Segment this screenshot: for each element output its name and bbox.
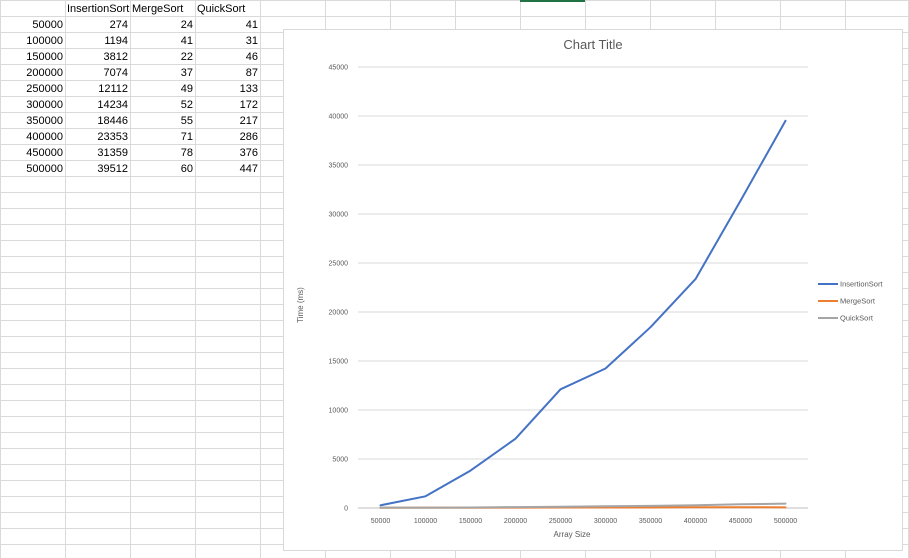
column-gridline <box>65 0 66 558</box>
table-cell[interactable]: 1194 <box>104 35 128 47</box>
active-column-marker <box>520 0 585 2</box>
table-cell[interactable]: 133 <box>239 83 258 95</box>
x-axis-label: Array Size <box>554 530 591 539</box>
series-line-insertionsort[interactable] <box>379 119 787 507</box>
table-cell[interactable]: 200000 <box>26 67 63 79</box>
x-axis-ticks: 50000 100000 150000 200000 250000 300000 35000… <box>371 518 798 525</box>
table-cell[interactable]: 87 <box>245 67 258 79</box>
column-gridline <box>130 0 131 558</box>
x-tick-label: 400000 <box>684 518 707 525</box>
y-tick-label: 40000 <box>329 114 349 121</box>
table-cell[interactable]: 500000 <box>26 163 63 175</box>
column-gridline <box>0 0 1 558</box>
table-cell[interactable]: 41 <box>180 35 193 47</box>
table-cell[interactable]: 376 <box>239 147 258 159</box>
table-cell[interactable]: 55 <box>180 115 193 127</box>
series-line-quicksort[interactable] <box>379 502 787 509</box>
chart-canvas: Chart Title 0 5000 10000 15000 20000 25000 300… <box>296 37 883 539</box>
table-cell[interactable]: 50000 <box>32 19 63 31</box>
x-tick-label: 300000 <box>594 518 617 525</box>
table-cell[interactable]: 14234 <box>97 99 128 111</box>
x-tick-label: 50000 <box>371 518 391 525</box>
chart-gridlines <box>358 66 808 509</box>
y-tick-label: 45000 <box>329 65 349 72</box>
row-gridline <box>0 16 909 17</box>
legend-entry[interactable]: MergeSort <box>840 297 876 306</box>
table-cell[interactable]: 286 <box>239 131 258 143</box>
header-cell[interactable]: InsertionSort <box>67 3 130 15</box>
y-tick-label: 0 <box>344 506 348 513</box>
x-tick-label: 350000 <box>639 518 662 525</box>
table-cell[interactable]: 100000 <box>26 35 63 47</box>
table-cell[interactable]: 447 <box>239 163 258 175</box>
table-cell[interactable]: 400000 <box>26 131 63 143</box>
row-gridline <box>0 0 909 1</box>
x-tick-label: 250000 <box>549 518 572 525</box>
table-cell[interactable]: 450000 <box>26 147 63 159</box>
table-cell[interactable]: 12112 <box>98 83 128 95</box>
table-cell[interactable]: 300000 <box>26 99 63 111</box>
x-tick-label: 200000 <box>504 518 527 525</box>
table-cell[interactable]: 23353 <box>97 131 128 143</box>
table-cell[interactable]: 350000 <box>26 115 63 127</box>
line-chart[interactable]: Chart Title 0 5000 10000 15000 20000 25000 300… <box>283 29 903 551</box>
table-cell[interactable]: 46 <box>245 51 258 63</box>
y-tick-label: 25000 <box>329 261 349 268</box>
table-cell[interactable]: 49 <box>180 83 193 95</box>
legend-entry[interactable]: InsertionSort <box>840 280 883 289</box>
x-tick-label: 150000 <box>459 518 482 525</box>
table-cell[interactable]: 52 <box>180 99 193 111</box>
table-cell[interactable]: 60 <box>180 163 193 175</box>
table-cell[interactable]: 71 <box>180 131 193 143</box>
header-cell[interactable]: QuickSort <box>197 3 246 15</box>
y-tick-label: 10000 <box>329 408 349 415</box>
table-cell[interactable]: 41 <box>245 19 258 31</box>
table-cell[interactable]: 24 <box>180 19 193 31</box>
table-cell[interactable]: 78 <box>180 147 193 159</box>
table-cell[interactable]: 31 <box>245 35 258 47</box>
y-axis-label: Time (ms) <box>296 287 305 323</box>
table-cell[interactable]: 31359 <box>97 147 128 159</box>
table-cell[interactable]: 18446 <box>97 115 128 127</box>
table-cell[interactable]: 217 <box>239 115 258 127</box>
table-cell[interactable]: 3812 <box>103 51 128 63</box>
table-cell[interactable]: 39512 <box>97 163 128 175</box>
chart-legend[interactable]: InsertionSort MergeSort QuickSort <box>818 280 883 323</box>
chart-series[interactable] <box>379 119 787 509</box>
table-cell[interactable]: 22 <box>180 51 193 63</box>
y-tick-label: 15000 <box>329 359 349 366</box>
table-cell[interactable]: 37 <box>180 67 193 79</box>
y-tick-label: 20000 <box>329 310 349 317</box>
table-cell[interactable]: 150000 <box>26 51 63 63</box>
x-tick-label: 450000 <box>729 518 752 525</box>
y-tick-label: 30000 <box>329 212 349 219</box>
y-tick-label: 35000 <box>329 163 349 170</box>
column-gridline <box>260 0 261 558</box>
column-gridline <box>195 0 196 558</box>
table-cell[interactable]: 250000 <box>26 83 63 95</box>
x-tick-label: 100000 <box>414 518 437 525</box>
y-axis-ticks: 0 5000 10000 15000 20000 25000 30000 35000 40000… <box>329 65 349 513</box>
table-cell[interactable]: 274 <box>109 19 128 31</box>
x-tick-label: 500000 <box>774 518 797 525</box>
y-tick-label: 5000 <box>332 457 348 464</box>
header-cell[interactable] <box>0 1 65 17</box>
table-cell[interactable]: 172 <box>239 99 258 111</box>
legend-entry[interactable]: QuickSort <box>840 314 874 323</box>
chart-title[interactable]: Chart Title <box>563 37 622 52</box>
table-cell[interactable]: 7074 <box>103 67 128 79</box>
header-cell[interactable]: MergeSort <box>132 3 184 15</box>
